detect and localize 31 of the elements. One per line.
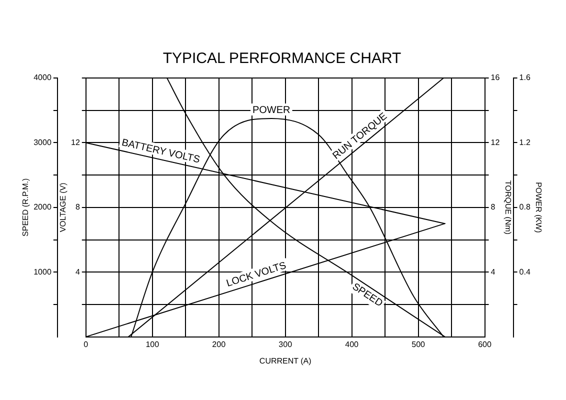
y2-axis-title: TORQUE (Nm) — [503, 180, 512, 235]
y2-tick-label: 4 — [490, 267, 496, 276]
x-tick-label: 200 — [212, 340, 226, 349]
chart-title: TYPICAL PERFORMANCE CHART — [162, 50, 402, 68]
text: BATTERY VOLTS — [120, 137, 202, 166]
text: 12 — [70, 138, 80, 147]
y-tick-label: 4000 — [34, 73, 52, 82]
series-label: POWER — [252, 105, 290, 116]
y2-tick-label: 12 — [490, 138, 500, 147]
text: VOLTAGE (V) — [58, 182, 68, 232]
y-tick-label: 2000 — [34, 202, 52, 212]
x-axis-title: CURRENT (A) — [259, 356, 312, 366]
x-tick-label: 400 — [345, 340, 360, 349]
text: 8 — [75, 202, 80, 212]
y3-tick-label: 1.2 — [519, 138, 531, 147]
y3-tick-label: 0.8 — [519, 202, 531, 212]
y-tick-label: 1000 — [34, 267, 52, 276]
y2-tick-label: 8 — [490, 202, 496, 212]
y-axis-title: SPEED (R.P.M.) — [21, 178, 30, 236]
x-tick-label: 600 — [478, 340, 492, 349]
text: 4 — [75, 267, 80, 276]
y3-axis-title: POWER (KW) — [534, 182, 543, 234]
x-tick-label: 0 — [84, 340, 89, 349]
x-tick-label: 300 — [278, 340, 293, 349]
x-tick-label: 100 — [146, 340, 160, 349]
y-tick-label: 3000 — [34, 138, 52, 147]
y3-tick-label: 0.4 — [519, 267, 531, 276]
y2-tick-label: 16 — [490, 73, 500, 82]
y3-tick-label: 1.6 — [519, 73, 531, 82]
x-tick-label: 500 — [412, 340, 426, 349]
text: LOCK VOLTS — [225, 260, 288, 290]
